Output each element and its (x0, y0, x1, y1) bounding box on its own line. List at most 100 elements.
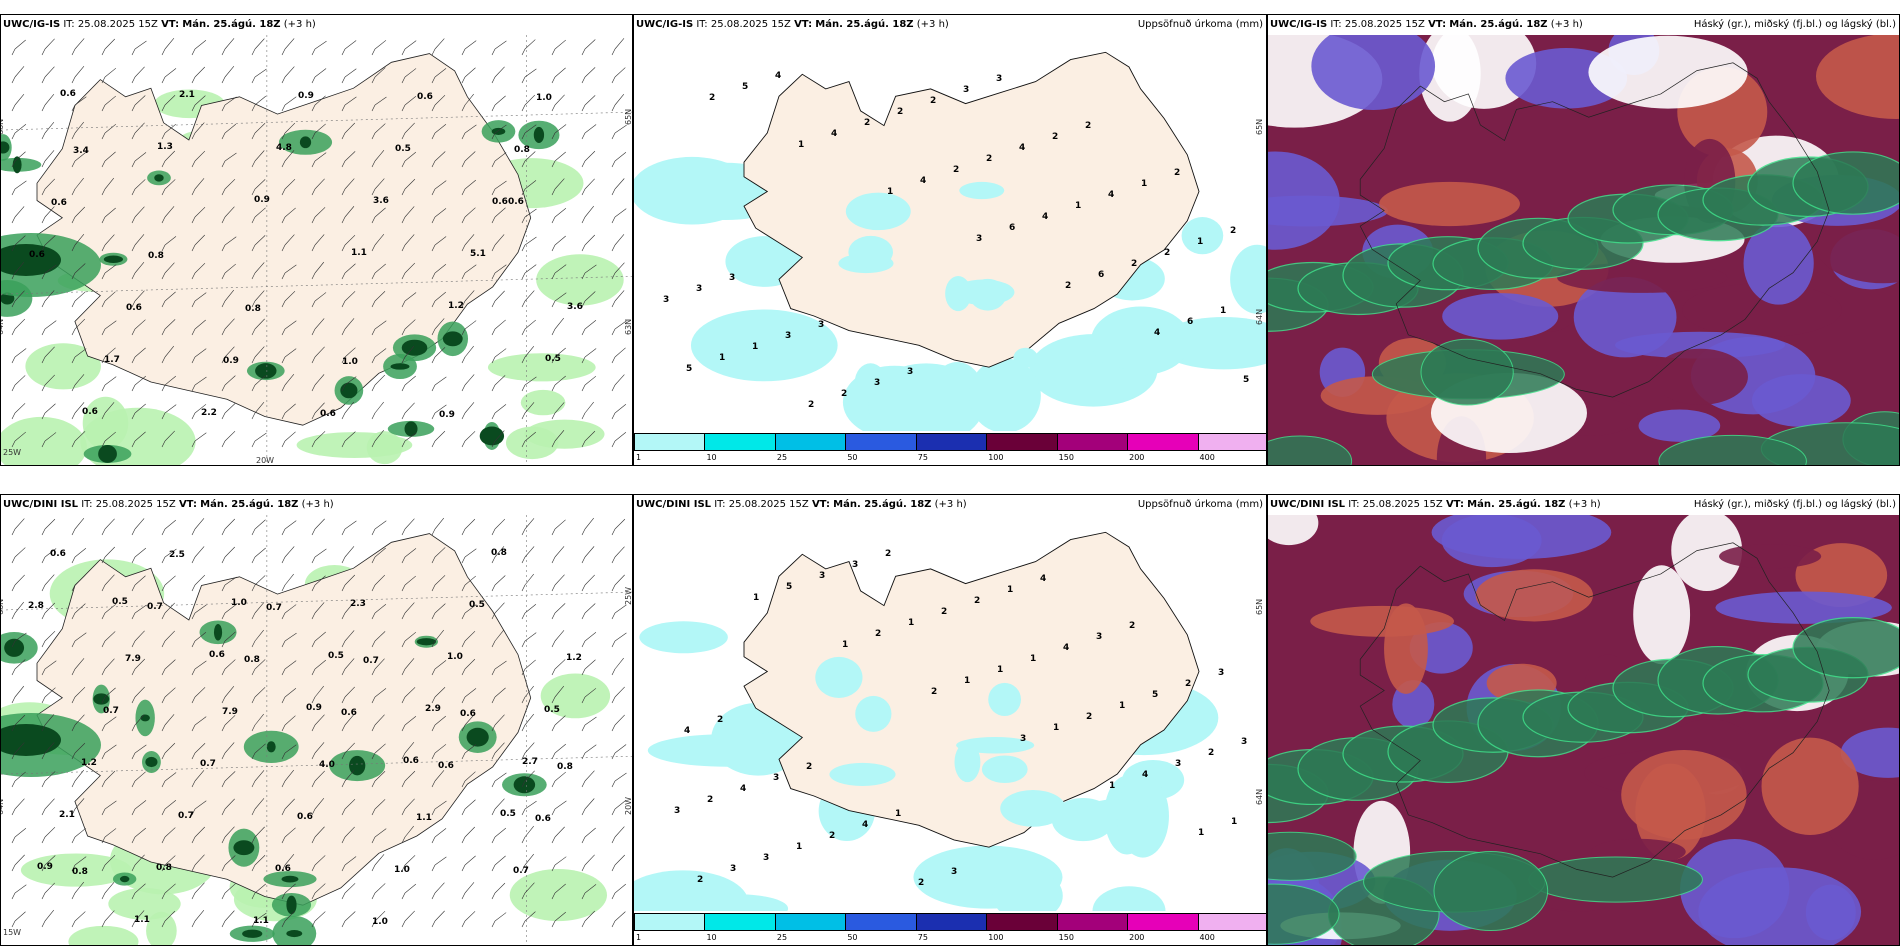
colorbar-swatch (986, 913, 1058, 931)
precip-value-label: 5 (686, 364, 692, 374)
colorbar-swatch (634, 433, 706, 451)
precip-value-label: 3.6 (373, 196, 389, 206)
valid-time: Mán. 25.ágú. 18Z (1449, 19, 1548, 30)
lead-time: (+3 h) (1550, 19, 1583, 30)
init-time: IT: 25.08.2025 15Z (696, 19, 791, 30)
precip-map[interactable]: 2 1 1 3 2 4 5 5 4 4 6 6 6 5 4 2 2 4 2 1 1 2 2 2 1 2 3 1 2 2 4 4 1 3 3 3 3 2 1 2… (634, 35, 1266, 433)
precip-value-label: 0.8 (156, 863, 172, 873)
precip-value-label: 2 (897, 107, 903, 117)
precip-value-label: 4 (920, 176, 926, 186)
precip-value-label: 5.1 (470, 249, 486, 259)
precip-value-label: 2 (885, 549, 891, 559)
precip-value-label: 0.6 (50, 549, 66, 559)
precip-value-label: 3 (785, 331, 791, 341)
precip-value-label: 3.6 (567, 302, 583, 312)
wind-precip-map[interactable]: 0.5 0.6 0.9 0.6 0.5 0.9 1.1 1.0 0.5 2.9 2.7 2.1 0.8 1… (1, 515, 632, 945)
precip-value-label: 0.6 (209, 650, 225, 660)
precip-value-label: 7.9 (222, 707, 238, 717)
precip-value-label: 1 (1197, 237, 1203, 247)
field-title: Háský (gr.), miðský (fj.bl.) og lágský (… (1693, 499, 1896, 510)
precip-value-label: 2 (717, 715, 723, 725)
precip-value-label: 2.5 (169, 550, 185, 560)
init-time: IT: 25.08.2025 15Z (63, 19, 158, 30)
precip-value-label: 2.2 (201, 408, 217, 418)
precip-value-label: 1.2 (448, 301, 464, 311)
field-title: Uppsöfnuð úrkoma (mm) (1137, 19, 1263, 30)
precip-value-label: 0.6 (51, 198, 67, 208)
precip-value-label: 3.4 (73, 146, 89, 156)
valid-time: Mán. 25.ágú. 18Z (182, 19, 281, 30)
colorbar-swatch (1056, 913, 1129, 931)
precip-value-label: 4 (1108, 190, 1114, 200)
precip-value-label: 3 (663, 295, 669, 305)
precip-value-label: 4 (1063, 643, 1069, 653)
colorbar-tick: 50 (847, 933, 858, 942)
precip-value-label: 4 (1019, 143, 1025, 153)
precip-value-label: 2 (1085, 121, 1091, 131)
precip-value-label: 5 (1152, 690, 1158, 700)
colorbar-swatch (1197, 913, 1266, 931)
precip-value-label: 0.5 (395, 144, 411, 154)
valid-time-label: VT: (161, 19, 180, 30)
precip-map[interactable]: 1 1 2 3 1 1 2 5 2 1 1 4 1 3 3 1 1 2 3 3 3 3 2 1 1 2 2 1 2 2 4 5 3 4 2 2 1 3 2 4… (634, 515, 1266, 913)
precip-value-label: 0.6 (29, 250, 45, 260)
colorbar-tick: 50 (847, 453, 858, 462)
precip-value-label: 4 (1042, 212, 1048, 222)
precip-value-label: 0.8 (244, 655, 260, 665)
precip-value-label: 1.1 (416, 813, 432, 823)
precip-value-label: 1 (1231, 817, 1237, 827)
precip-value-label: 2.9 (425, 704, 441, 714)
colorbar-tick: 200 (1129, 933, 1145, 942)
precip-value-label: 0.8 (148, 251, 164, 261)
valid-time: Mán. 25.ágú. 18Z (833, 499, 932, 510)
precip-colorbar: 1 10 25 50 75 100 150 200 400 (634, 911, 1266, 945)
precip-value-label: 0.7 (147, 602, 163, 612)
cloud-map[interactable] (1268, 515, 1899, 945)
colorbar-swatch (704, 913, 776, 931)
precip-value-label: 0.6 (60, 89, 76, 99)
precip-value-label: 2 (931, 687, 937, 697)
colorbar-swatch (774, 433, 847, 451)
precip-value-label: 2 (1185, 679, 1191, 689)
valid-time-label: VT: (811, 499, 830, 510)
precip-value-label: 4 (1142, 770, 1148, 780)
precip-value-label: 2 (986, 154, 992, 164)
colorbar-swatch (845, 433, 917, 451)
precip-value-label: 0.60.6 (492, 197, 524, 207)
precip-value-label: 1.1 (351, 248, 367, 258)
precip-value-label: 3 (674, 806, 680, 816)
cloud-map[interactable] (1268, 35, 1899, 465)
precip-value-label: 5 (742, 82, 748, 92)
valid-time-label: VT: (1428, 19, 1447, 30)
precip-value-label: 2.7 (522, 757, 538, 767)
colorbar-tick: 1 (636, 933, 642, 942)
axis-label: 20W (624, 797, 633, 815)
colorbar-swatch (915, 433, 988, 451)
precip-value-label: 2 (1208, 748, 1214, 758)
precip-value-label: 3 (951, 867, 957, 877)
precip-value-label: 3 (818, 320, 824, 330)
colorbar-swatch (634, 913, 706, 931)
precip-value-label: 1 (1109, 781, 1115, 791)
wind-precip-map[interactable]: 0.6 1.3 0.9 1.1 1.2 0.5 0.6 2.1 4.8 3.6 5.1 3.6 1.7 2… (1, 35, 632, 465)
model-name: UWC/IG-IS (3, 19, 61, 30)
lead-time: (+3 h) (283, 19, 316, 30)
precip-value-label: 2 (953, 165, 959, 175)
precip-value-label: 0.6 (275, 864, 291, 874)
precip-value-label: 3 (730, 864, 736, 874)
precip-value-label: 1 (908, 618, 914, 628)
field-title: Háský (gr.), miðský (fj.bl.) og lágský (… (1693, 19, 1896, 30)
colorbar-tick: 100 (988, 933, 1004, 942)
colorbar-tick: 10 (706, 453, 717, 462)
cloud-svg (1268, 35, 1899, 465)
model-name: UWC/IG-IS (636, 19, 694, 30)
colorbar-swatch (1056, 433, 1129, 451)
valid-time: Mán. 25.ágú. 18Z (200, 499, 299, 510)
valid-time: Mán. 25.ágú. 18Z (815, 19, 914, 30)
precip-value-label: 1 (1141, 179, 1147, 189)
precip-value-label: 3 (1020, 734, 1026, 744)
precip-value-label: 3 (696, 284, 702, 294)
wind-precip-svg: 0.5 0.6 0.9 0.6 0.5 0.9 1.1 1.0 0.5 2.9 2.7 2.1 0.8 1… (1, 515, 633, 945)
precip-value-label: 1 (753, 593, 759, 603)
axis-label: 64N (1255, 309, 1264, 325)
